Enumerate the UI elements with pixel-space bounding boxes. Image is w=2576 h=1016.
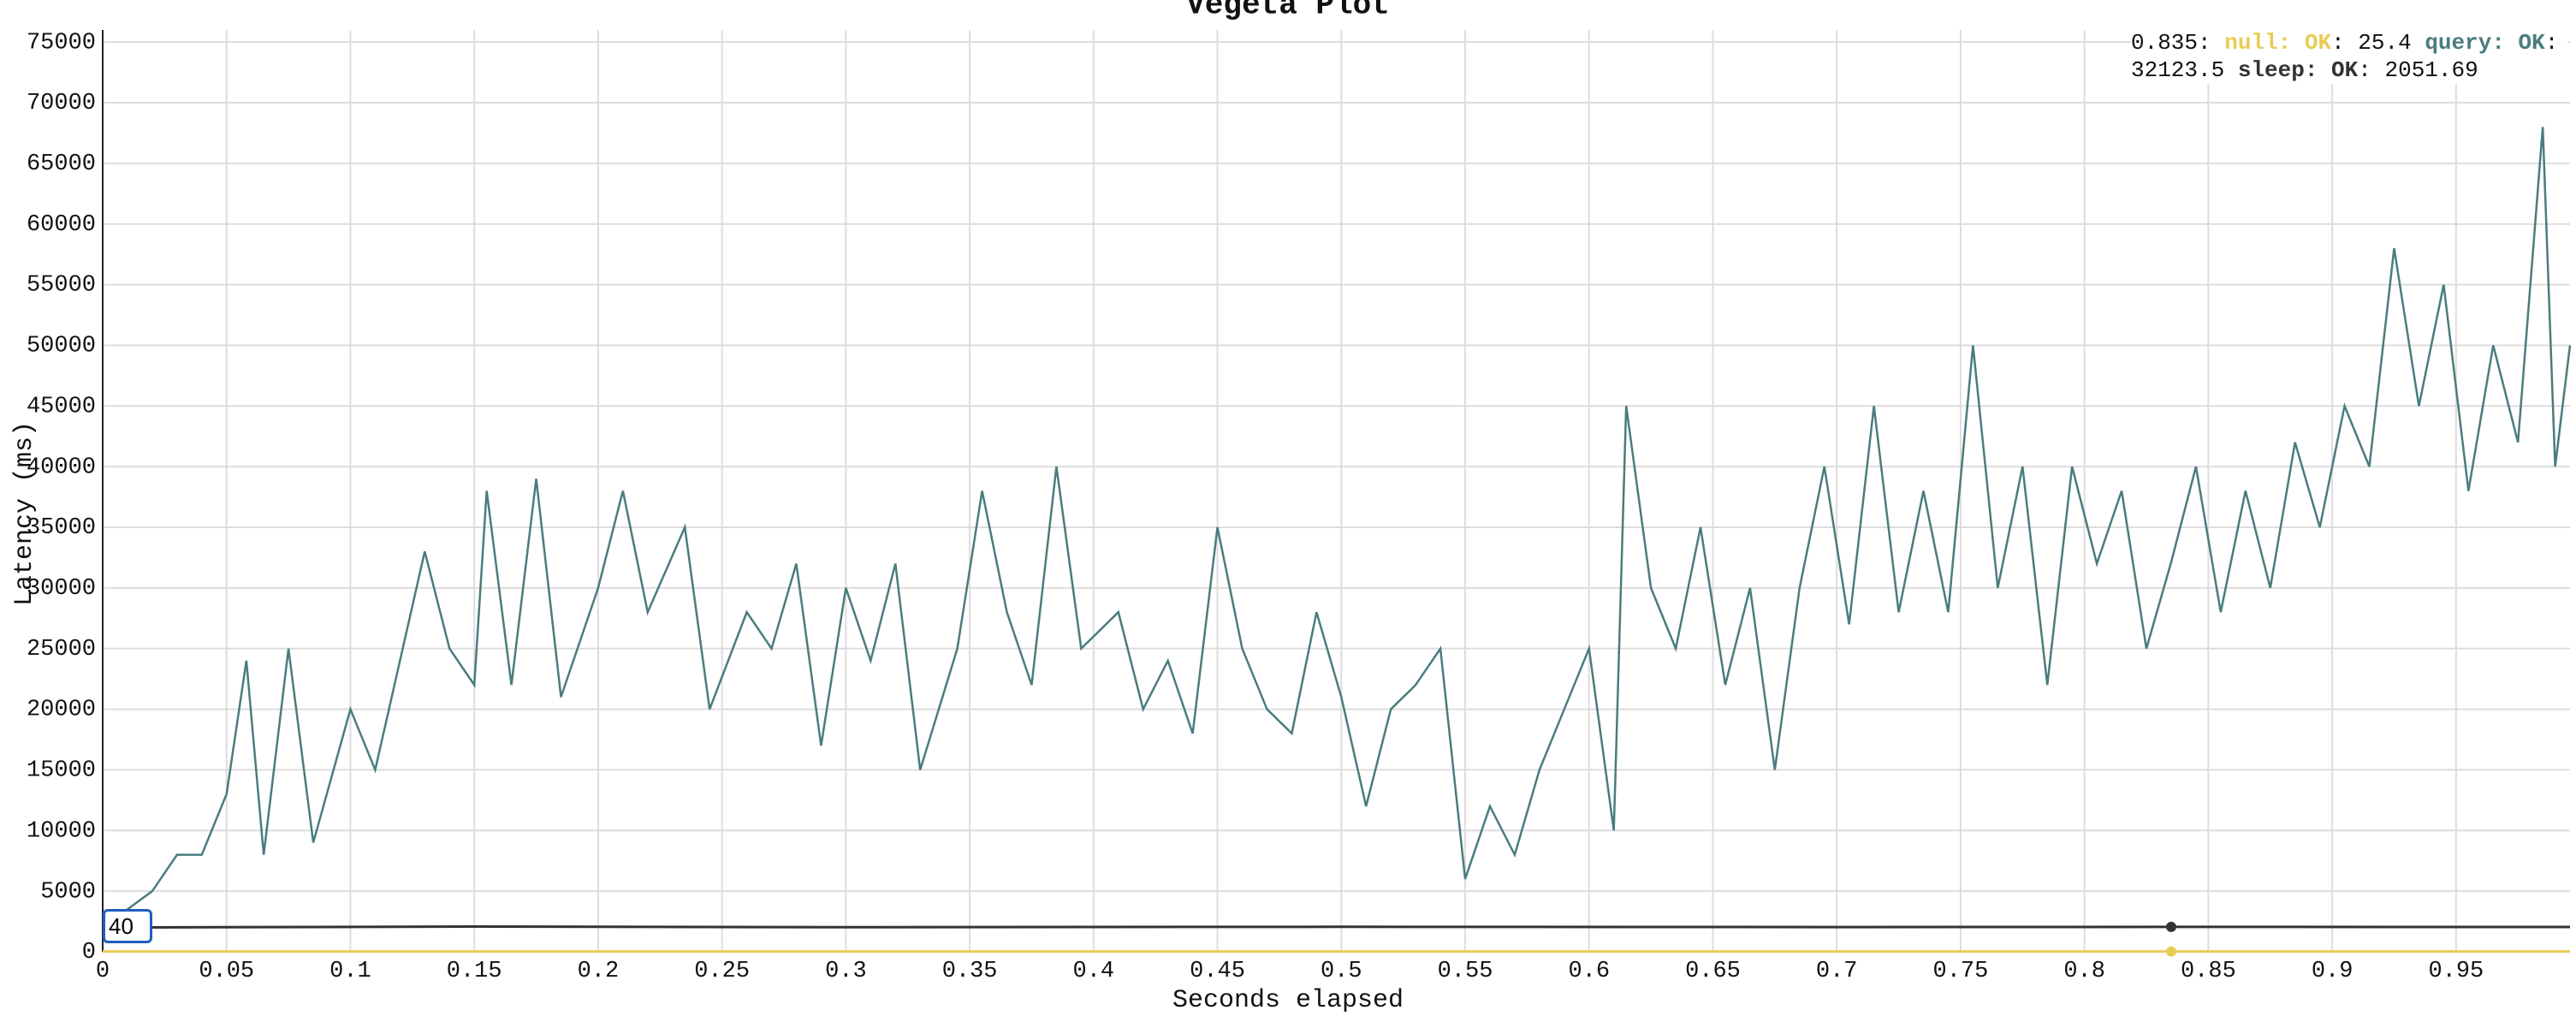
highlight-point (2166, 922, 2176, 932)
x-tick-label: 0.7 (1816, 959, 1858, 984)
y-tick-label: 20000 (27, 698, 96, 723)
legend-series-name: query: OK (2425, 30, 2544, 56)
x-tick-label: 0.3 (825, 959, 867, 984)
x-tick-label: 0.85 (2181, 959, 2236, 984)
y-tick-label: 10000 (27, 818, 96, 844)
legend-series-name: sleep: OK (2238, 57, 2358, 83)
y-tick-label: 40000 (27, 455, 96, 480)
x-tick-label: 0 (96, 959, 110, 984)
y-tick-label: 55000 (27, 273, 96, 299)
x-tick-label: 0.5 (1321, 959, 1362, 984)
y-tick-label: 60000 (27, 212, 96, 238)
legend-value: 32123.5 (2131, 57, 2224, 83)
x-tick-label: 0.05 (199, 959, 254, 984)
x-tick-label: 0.1 (329, 959, 371, 984)
y-tick-label: 25000 (27, 637, 96, 662)
y-tick-label: 15000 (27, 758, 96, 784)
y-tick-label: 70000 (27, 91, 96, 116)
y-tick-label: 5000 (40, 879, 96, 905)
x-tick-label: 0.6 (1568, 959, 1610, 984)
x-tick-label: 0.4 (1073, 959, 1115, 984)
y-tick-label: 65000 (27, 152, 96, 177)
x-axis-label: Seconds elapsed (1172, 986, 1404, 1012)
x-tick-label: 0.35 (942, 959, 998, 984)
x-tick-label: 0.25 (694, 959, 750, 984)
legend-value: 2051.69 (2384, 57, 2478, 83)
x-tick-label: 0.2 (578, 959, 620, 984)
y-tick-label: 50000 (27, 334, 96, 359)
legend-value: 25.4 (2358, 30, 2411, 56)
legend-series-name: null: OK (2224, 30, 2331, 56)
y-tick-label: 35000 (27, 515, 96, 541)
legend-x: 0.835 (2131, 30, 2198, 56)
y-tick-label: 75000 (27, 30, 96, 56)
y-tick-label: 0 (82, 940, 96, 965)
x-tick-label: 0.75 (1933, 959, 1989, 984)
x-tick-label: 0.15 (447, 959, 502, 984)
chart-title: Vegeta Plot (1186, 0, 1390, 23)
x-tick-label: 0.95 (2428, 959, 2484, 984)
roll-period-input[interactable] (103, 909, 152, 943)
x-tick-label: 0.9 (2312, 959, 2353, 984)
x-tick-label: 0.55 (1438, 959, 1493, 984)
series-line (103, 927, 2570, 928)
legend: 0.835: null: OK: 25.4 query: OK: 32123.5… (2131, 29, 2567, 84)
y-tick-label: 30000 (27, 576, 96, 602)
y-tick-label: 45000 (27, 394, 96, 419)
x-tick-label: 0.8 (2063, 959, 2105, 984)
x-tick-label: 0.65 (1685, 959, 1741, 984)
x-tick-label: 0.45 (1190, 959, 1245, 984)
highlight-point (2166, 947, 2176, 957)
